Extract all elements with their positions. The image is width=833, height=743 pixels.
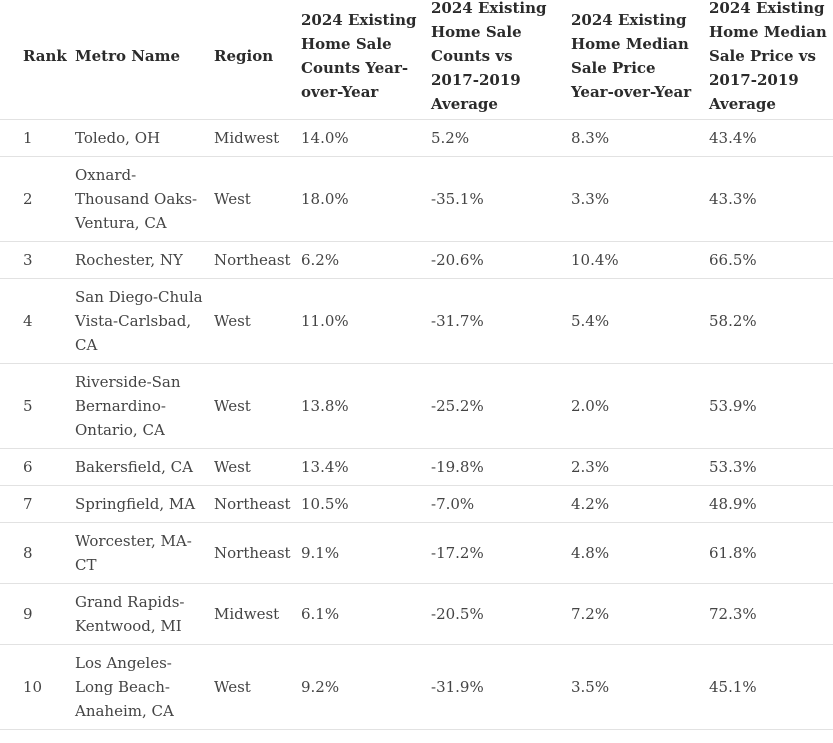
cell-metro-name: Springfield, MA xyxy=(71,485,210,523)
cell-region: Northeast xyxy=(210,241,297,279)
cell-median-price-yoy: 5.4% xyxy=(567,278,705,364)
table-row: 5 Riverside-San Bernardino-Ontario, CA W… xyxy=(0,363,833,449)
cell-sale-counts-yoy: 9.2% xyxy=(297,644,427,730)
header-sale-counts-vs-average: 2024 Existing Home Sale Counts vs 2017-2… xyxy=(427,0,567,120)
cell-median-price-vs-average: 58.2% xyxy=(705,278,833,364)
cell-metro-name: Bakersfield, CA xyxy=(71,448,210,486)
table-row: 1 Toledo, OH Midwest 14.0% 5.2% 8.3% 43.… xyxy=(0,119,833,157)
cell-median-price-vs-average: 45.1% xyxy=(705,644,833,730)
cell-rank: 10 xyxy=(0,644,71,730)
cell-region: West xyxy=(210,156,297,242)
cell-median-price-vs-average: 53.3% xyxy=(705,448,833,486)
cell-rank: 5 xyxy=(0,363,71,449)
cell-median-price-yoy: 8.3% xyxy=(567,119,705,157)
cell-median-price-vs-average: 43.4% xyxy=(705,119,833,157)
table-row: 10 Los Angeles-Long Beach-Anaheim, CA We… xyxy=(0,644,833,730)
cell-sale-counts-vs-average: -17.2% xyxy=(427,522,567,584)
cell-median-price-yoy: 4.2% xyxy=(567,485,705,523)
cell-region: West xyxy=(210,363,297,449)
header-region: Region xyxy=(210,0,297,120)
table-row: 2 Oxnard-Thousand Oaks-Ventura, CA West … xyxy=(0,156,833,242)
cell-metro-name: Los Angeles-Long Beach-Anaheim, CA xyxy=(71,644,210,730)
cell-median-price-yoy: 2.3% xyxy=(567,448,705,486)
cell-region: West xyxy=(210,448,297,486)
header-sale-counts-yoy: 2024 Existing Home Sale Counts Year-over… xyxy=(297,0,427,120)
cell-metro-name: Worcester, MA-CT xyxy=(71,522,210,584)
cell-metro-name: Riverside-San Bernardino-Ontario, CA xyxy=(71,363,210,449)
cell-median-price-yoy: 10.4% xyxy=(567,241,705,279)
cell-sale-counts-yoy: 18.0% xyxy=(297,156,427,242)
cell-sale-counts-vs-average: -31.9% xyxy=(427,644,567,730)
cell-sale-counts-vs-average: -35.1% xyxy=(427,156,567,242)
cell-rank: 2 xyxy=(0,156,71,242)
cell-region: Northeast xyxy=(210,485,297,523)
cell-sale-counts-yoy: 11.0% xyxy=(297,278,427,364)
cell-region: West xyxy=(210,644,297,730)
table-body: 1 Toledo, OH Midwest 14.0% 5.2% 8.3% 43.… xyxy=(0,119,833,730)
cell-metro-name: Oxnard-Thousand Oaks-Ventura, CA xyxy=(71,156,210,242)
cell-median-price-vs-average: 72.3% xyxy=(705,583,833,645)
cell-sale-counts-vs-average: -19.8% xyxy=(427,448,567,486)
cell-median-price-yoy: 3.3% xyxy=(567,156,705,242)
cell-median-price-vs-average: 43.3% xyxy=(705,156,833,242)
cell-sale-counts-yoy: 6.2% xyxy=(297,241,427,279)
cell-sale-counts-vs-average: -25.2% xyxy=(427,363,567,449)
cell-rank: 6 xyxy=(0,448,71,486)
cell-median-price-yoy: 2.0% xyxy=(567,363,705,449)
cell-sale-counts-yoy: 13.4% xyxy=(297,448,427,486)
cell-median-price-vs-average: 48.9% xyxy=(705,485,833,523)
header-median-price-yoy: 2024 Existing Home Median Sale Price Yea… xyxy=(567,0,705,120)
cell-rank: 7 xyxy=(0,485,71,523)
cell-sale-counts-yoy: 13.8% xyxy=(297,363,427,449)
cell-median-price-yoy: 3.5% xyxy=(567,644,705,730)
cell-metro-name: Grand Rapids-Kentwood, MI xyxy=(71,583,210,645)
cell-median-price-yoy: 7.2% xyxy=(567,583,705,645)
cell-region: West xyxy=(210,278,297,364)
table-row: 6 Bakersfield, CA West 13.4% -19.8% 2.3%… xyxy=(0,448,833,486)
header-rank: Rank xyxy=(0,0,71,120)
cell-rank: 4 xyxy=(0,278,71,364)
cell-sale-counts-yoy: 10.5% xyxy=(297,485,427,523)
cell-sale-counts-yoy: 14.0% xyxy=(297,119,427,157)
cell-sale-counts-yoy: 6.1% xyxy=(297,583,427,645)
table-row: 9 Grand Rapids-Kentwood, MI Midwest 6.1%… xyxy=(0,583,833,645)
table-row: 3 Rochester, NY Northeast 6.2% -20.6% 10… xyxy=(0,241,833,279)
cell-sale-counts-vs-average: -31.7% xyxy=(427,278,567,364)
cell-median-price-vs-average: 61.8% xyxy=(705,522,833,584)
table-row: 7 Springfield, MA Northeast 10.5% -7.0% … xyxy=(0,485,833,523)
cell-sale-counts-vs-average: -7.0% xyxy=(427,485,567,523)
cell-sale-counts-vs-average: -20.5% xyxy=(427,583,567,645)
cell-metro-name: San Diego-Chula Vista-Carlsbad, CA xyxy=(71,278,210,364)
cell-sale-counts-vs-average: 5.2% xyxy=(427,119,567,157)
cell-region: Midwest xyxy=(210,119,297,157)
table-row: 4 San Diego-Chula Vista-Carlsbad, CA Wes… xyxy=(0,278,833,364)
cell-metro-name: Rochester, NY xyxy=(71,241,210,279)
header-metro-name: Metro Name xyxy=(71,0,210,120)
table-row: 8 Worcester, MA-CT Northeast 9.1% -17.2%… xyxy=(0,522,833,584)
cell-median-price-vs-average: 53.9% xyxy=(705,363,833,449)
cell-metro-name: Toledo, OH xyxy=(71,119,210,157)
cell-region: Midwest xyxy=(210,583,297,645)
cell-sale-counts-yoy: 9.1% xyxy=(297,522,427,584)
cell-median-price-vs-average: 66.5% xyxy=(705,241,833,279)
cell-median-price-yoy: 4.8% xyxy=(567,522,705,584)
cell-rank: 9 xyxy=(0,583,71,645)
cell-sale-counts-vs-average: -20.6% xyxy=(427,241,567,279)
header-median-price-vs-average: 2024 Existing Home Median Sale Price vs … xyxy=(705,0,833,120)
cell-region: Northeast xyxy=(210,522,297,584)
table-header: Rank Metro Name Region 2024 Existing Hom… xyxy=(0,0,833,120)
header-row: Rank Metro Name Region 2024 Existing Hom… xyxy=(0,0,833,120)
cell-rank: 8 xyxy=(0,522,71,584)
cell-rank: 3 xyxy=(0,241,71,279)
cell-rank: 1 xyxy=(0,119,71,157)
